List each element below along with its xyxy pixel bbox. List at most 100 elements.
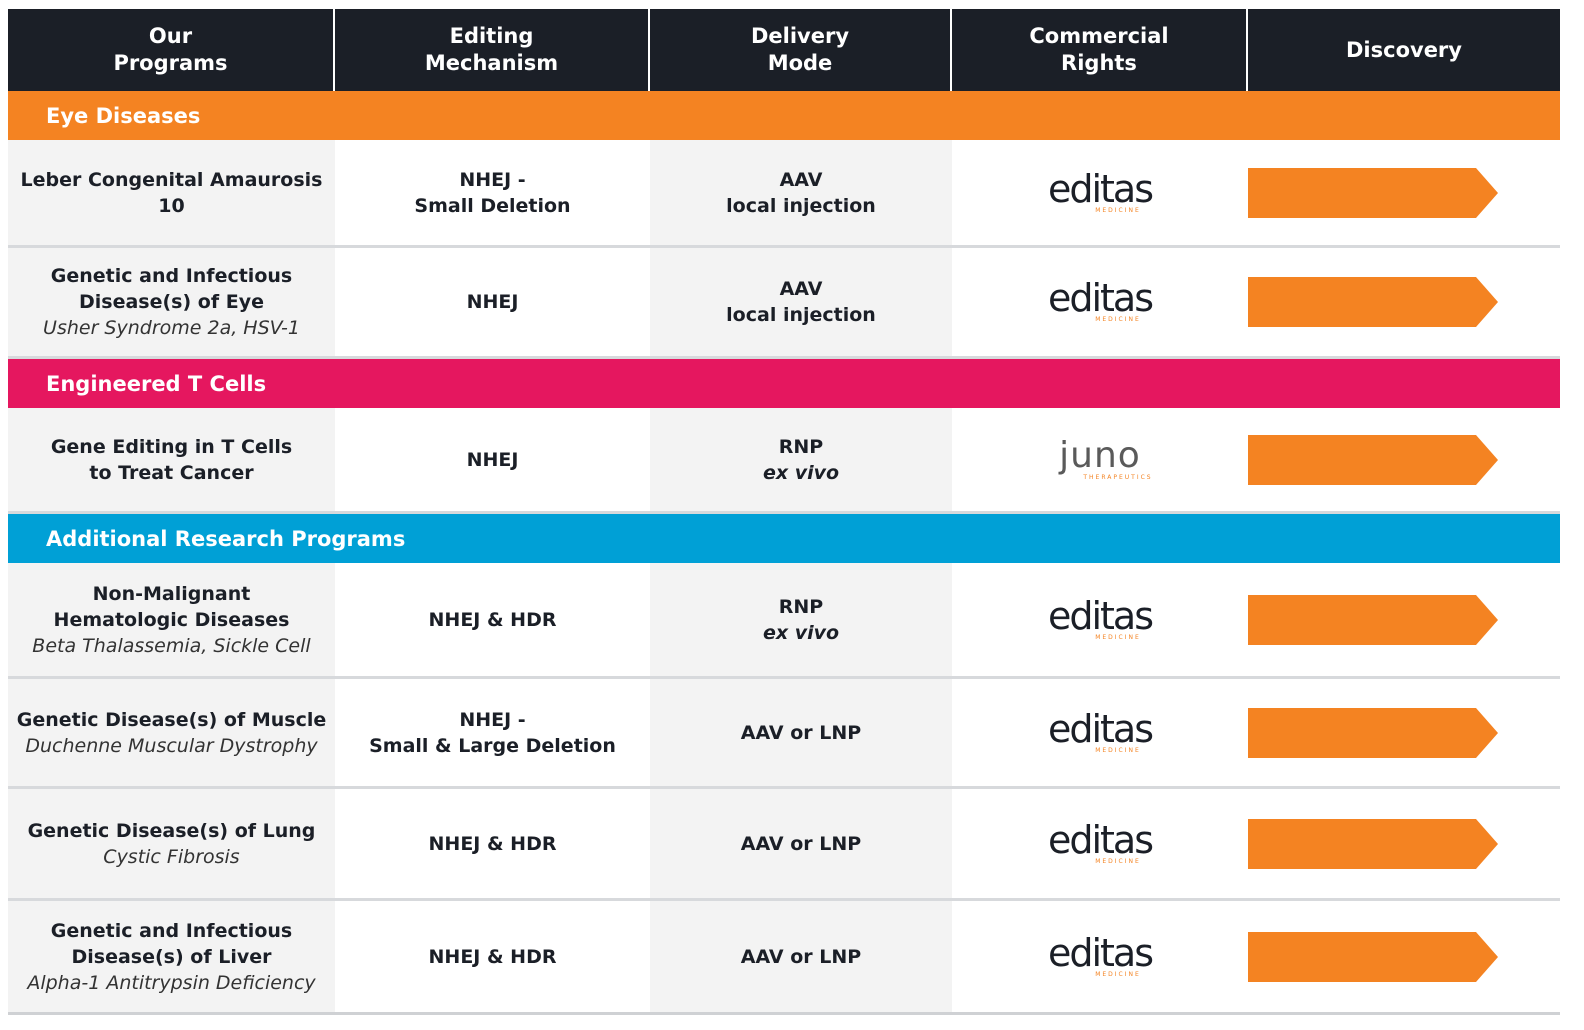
table-row: Leber Congenital Amaurosis 10 NHEJ - Smal… <box>8 140 1560 248</box>
logo-subtitle: MEDICINE <box>1095 633 1141 641</box>
progress-arrow-shape <box>1248 277 1498 327</box>
editas-logo: editas MEDICINE <box>1047 817 1154 866</box>
mechanism-cell: NHEJ & HDR <box>335 563 650 676</box>
progress-arrow <box>1248 277 1498 327</box>
logo-word: editas <box>1047 166 1154 211</box>
progress-arrow-shape <box>1248 707 1498 758</box>
program-name: Genetic Disease(s) of Muscle <box>16 708 327 731</box>
logo-subtitle: MEDICINE <box>1095 746 1141 754</box>
table-row: Genetic and Infectious Disease(s) of Eye… <box>8 248 1560 359</box>
progress-arrow <box>1248 818 1498 869</box>
delivery-cell: AAV or LNP <box>650 901 952 1012</box>
delivery-text: AAV or LNP <box>740 945 862 968</box>
progress-arrow-shape <box>1248 434 1498 485</box>
program-cell: Genetic and Infectious Disease(s) of Eye… <box>8 248 335 356</box>
progress-arrow-shape <box>1248 167 1498 218</box>
program-name: Genetic and Infectious Disease(s) of Eye <box>50 265 293 313</box>
program-subtitle: Cystic Fibrosis <box>103 845 240 868</box>
delivery-detail: local injection <box>726 194 876 217</box>
logo-word: JUNO <box>1059 434 1141 476</box>
delivery-text: RNP <box>778 435 824 458</box>
logo-word: editas <box>1047 817 1154 862</box>
delivery-detail: ex vivo <box>762 621 840 644</box>
table-row: Genetic and Infectious Disease(s) of Liv… <box>8 901 1560 1015</box>
program-cell: Genetic Disease(s) of Lung Cystic Fibrosi… <box>8 789 335 898</box>
section-header: Additional Research Programs <box>8 514 1560 563</box>
delivery-detail: local injection <box>726 304 876 326</box>
logo-subtitle: MEDICINE <box>1095 970 1141 978</box>
delivery-detail: ex vivo <box>762 461 840 484</box>
mechanism-cell: NHEJ & HDR <box>335 789 650 898</box>
header-editing-mechanism: Editing Mechanism <box>335 9 650 91</box>
section-title: Eye Diseases <box>46 103 201 128</box>
mechanism-text: NHEJ - Small & Large Deletion <box>369 708 616 757</box>
program-subtitle: Beta Thalassemia, Sickle Cell <box>32 634 311 657</box>
mechanism-cell: NHEJ - Small & Large Deletion <box>335 679 650 786</box>
mechanism-text: NHEJ & HDR <box>428 945 557 968</box>
program-cell: Leber Congenital Amaurosis 10 <box>8 140 335 245</box>
program-name: Non-Malignant Hematologic Diseases <box>53 582 290 631</box>
delivery-text: RNP <box>778 595 824 618</box>
progress-arrow-shape <box>1248 931 1498 982</box>
mechanism-text: NHEJ & HDR <box>428 832 557 855</box>
program-subtitle: Duchenne Muscular Dystrophy <box>25 734 318 757</box>
delivery-text: AAV <box>779 168 823 191</box>
program-cell: Non-Malignant Hematologic Diseases Beta T… <box>8 563 335 676</box>
discovery-cell <box>1248 789 1560 898</box>
progress-arrow <box>1248 931 1498 982</box>
discovery-cell <box>1248 408 1560 511</box>
rights-cell: editas MEDICINE <box>952 563 1248 676</box>
progress-arrow <box>1248 434 1498 485</box>
editas-logo: editas MEDICINE <box>1047 706 1154 755</box>
logo-word: editas <box>1047 706 1154 751</box>
program-name: Genetic Disease(s) of Lung <box>27 819 316 842</box>
table-row: Genetic Disease(s) of Lung Cystic Fibrosi… <box>8 789 1560 901</box>
logo-subtitle: MEDICINE <box>1095 316 1141 323</box>
delivery-cell: RNP ex vivo <box>650 408 952 511</box>
program-cell: Genetic and Infectious Disease(s) of Liv… <box>8 901 335 1012</box>
mechanism-cell: NHEJ & HDR <box>335 901 650 1012</box>
mechanism-text: NHEJ <box>466 291 519 313</box>
editas-logo: editas MEDICINE <box>1047 276 1154 324</box>
delivery-text: AAV <box>779 278 823 300</box>
table-header: Our Programs Editing Mechanism Delivery … <box>8 9 1560 91</box>
progress-arrow <box>1248 707 1498 758</box>
program-name: Gene Editing in T Cells to Treat Cancer <box>50 435 293 484</box>
header-commercial-rights: Commercial Rights <box>952 9 1248 91</box>
table-row: Gene Editing in T Cells to Treat Cancer N… <box>8 408 1560 514</box>
progress-arrow <box>1248 594 1498 645</box>
discovery-cell <box>1248 679 1560 786</box>
table-row: Non-Malignant Hematologic Diseases Beta T… <box>8 563 1560 679</box>
juno-logo: JUNO THERAPEUTICS <box>1047 434 1152 482</box>
table-body: Eye Diseases Leber Congenital Amaurosis 1… <box>8 91 1560 1015</box>
section-header: Engineered T Cells <box>8 359 1560 408</box>
progress-arrow <box>1248 167 1498 218</box>
delivery-cell: RNP ex vivo <box>650 563 952 676</box>
section-title: Engineered T Cells <box>46 371 267 396</box>
mechanism-text: NHEJ - Small Deletion <box>414 168 571 217</box>
header-discovery: Discovery <box>1346 37 1462 62</box>
delivery-text: AAV or LNP <box>740 721 862 744</box>
logo-word: editas <box>1047 276 1154 320</box>
logo-word: editas <box>1047 593 1154 638</box>
rights-cell: editas MEDICINE <box>952 679 1248 786</box>
rights-cell: JUNO THERAPEUTICS <box>952 408 1248 511</box>
header-delivery-mode: Delivery Mode <box>650 9 952 91</box>
mechanism-cell: NHEJ <box>335 408 650 511</box>
mechanism-text: NHEJ & HDR <box>428 608 557 631</box>
logo-subtitle: MEDICINE <box>1095 857 1141 865</box>
rights-cell: editas MEDICINE <box>952 789 1248 898</box>
logo-word: editas <box>1047 930 1154 975</box>
program-cell: Gene Editing in T Cells to Treat Cancer <box>8 408 335 511</box>
rights-cell: editas MEDICINE <box>952 248 1248 356</box>
delivery-cell: AAV or LNP <box>650 679 952 786</box>
discovery-cell <box>1248 140 1560 245</box>
program-name: Genetic and Infectious Disease(s) of Liv… <box>50 919 293 968</box>
delivery-cell: AAV local injection <box>650 140 952 245</box>
discovery-cell <box>1248 563 1560 676</box>
section-title: Additional Research Programs <box>46 526 406 551</box>
delivery-text: AAV or LNP <box>740 832 862 855</box>
program-subtitle: Usher Syndrome 2a, HSV-1 <box>43 317 300 339</box>
editas-logo: editas MEDICINE <box>1047 930 1154 979</box>
delivery-cell: AAV local injection <box>650 248 952 356</box>
